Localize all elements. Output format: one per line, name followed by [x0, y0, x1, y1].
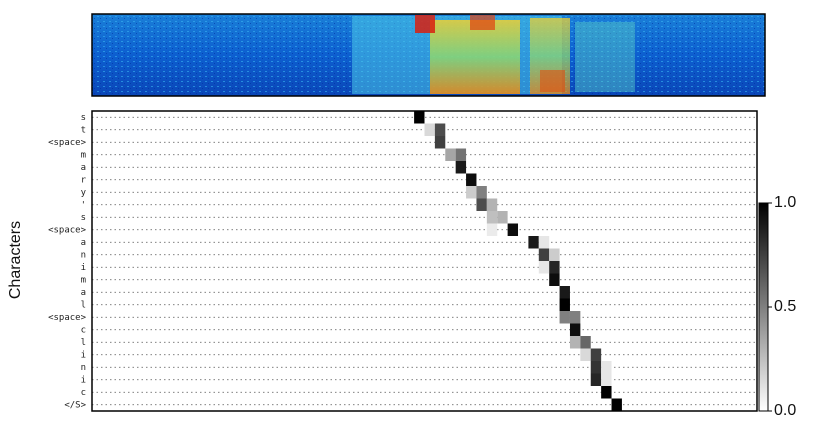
- attention-cell: [486, 211, 498, 224]
- y-tick-label: c: [81, 325, 86, 335]
- attention-cell: [601, 386, 612, 399]
- attention-cell: [549, 273, 560, 286]
- attention-cell: [559, 298, 570, 311]
- attention-cell: [538, 236, 550, 249]
- attention-cell: [528, 236, 539, 249]
- attention-cell: [590, 348, 602, 361]
- y-tick-label: m: [81, 275, 86, 285]
- y-tick-label: l: [81, 338, 86, 348]
- attention-cell: [476, 198, 487, 211]
- y-tick-label: c: [81, 388, 86, 398]
- y-tick-label: </S>: [64, 400, 86, 410]
- attention-cell: [601, 373, 612, 386]
- y-tick-label: n: [81, 363, 86, 373]
- attention-cell: [590, 373, 602, 386]
- attention-cell: [559, 286, 570, 299]
- attention-cell: [476, 186, 487, 199]
- attention-cell: [434, 136, 446, 149]
- y-axis-label: Characters: [7, 221, 24, 299]
- y-tick-label: m: [81, 150, 86, 160]
- y-tick-label: n: [81, 250, 86, 260]
- plot-area: [92, 111, 757, 411]
- attention-cell: [580, 348, 591, 361]
- attention-cell: [466, 173, 477, 186]
- colorbar-tick-label: 0.0: [774, 402, 796, 419]
- colorbar-tick-label: 1.0: [774, 194, 796, 211]
- attention-cell: [507, 223, 519, 236]
- attention-cell: [466, 186, 477, 199]
- y-tick-label: a: [81, 288, 86, 298]
- y-tick-label: a: [81, 163, 86, 173]
- attention-cell: [580, 336, 591, 349]
- attention-cell: [445, 148, 456, 161]
- y-tick-label: r: [81, 175, 87, 185]
- y-tick-label: a: [81, 238, 86, 248]
- attention-cell: [590, 361, 602, 374]
- attention-cell: [455, 148, 467, 161]
- plot-frame: [91, 110, 758, 412]
- attention-cell: [538, 261, 550, 274]
- attention-cell: [601, 361, 612, 374]
- attention-cell: [559, 311, 570, 324]
- y-tick-label: ': [81, 200, 86, 210]
- y-tick-label: i: [81, 350, 86, 360]
- y-tick-label: <space>: [48, 138, 87, 148]
- attention-cell: [497, 211, 508, 224]
- colorbar-tick-label: 0.5: [774, 298, 796, 315]
- attention-cell: [549, 261, 560, 274]
- spectrogram: [91, 13, 766, 97]
- attention-cell: [414, 111, 425, 124]
- attention-cell: [569, 311, 581, 324]
- attention-cell: [424, 123, 435, 136]
- y-tick-label: y: [81, 188, 87, 198]
- y-tick-label: s: [81, 213, 86, 223]
- attention-cell: [434, 123, 446, 136]
- colorbar: [758, 202, 769, 412]
- y-tick-label: l: [81, 300, 86, 310]
- y-tick-label: i: [81, 375, 86, 385]
- attention-cell: [549, 248, 560, 261]
- attention-cell: [455, 161, 467, 174]
- attention-cell: [611, 398, 622, 411]
- attention-cell: [569, 336, 581, 349]
- attention-cell: [569, 323, 581, 336]
- attention-cell: [538, 248, 550, 261]
- y-tick-label: <space>: [48, 225, 87, 235]
- y-tick-label: <space>: [48, 313, 87, 323]
- y-tick-label: t: [81, 125, 86, 135]
- attention-cell: [486, 198, 498, 211]
- attention-cell: [486, 223, 498, 236]
- y-tick-label: s: [81, 113, 86, 123]
- y-tick-label: i: [81, 263, 86, 273]
